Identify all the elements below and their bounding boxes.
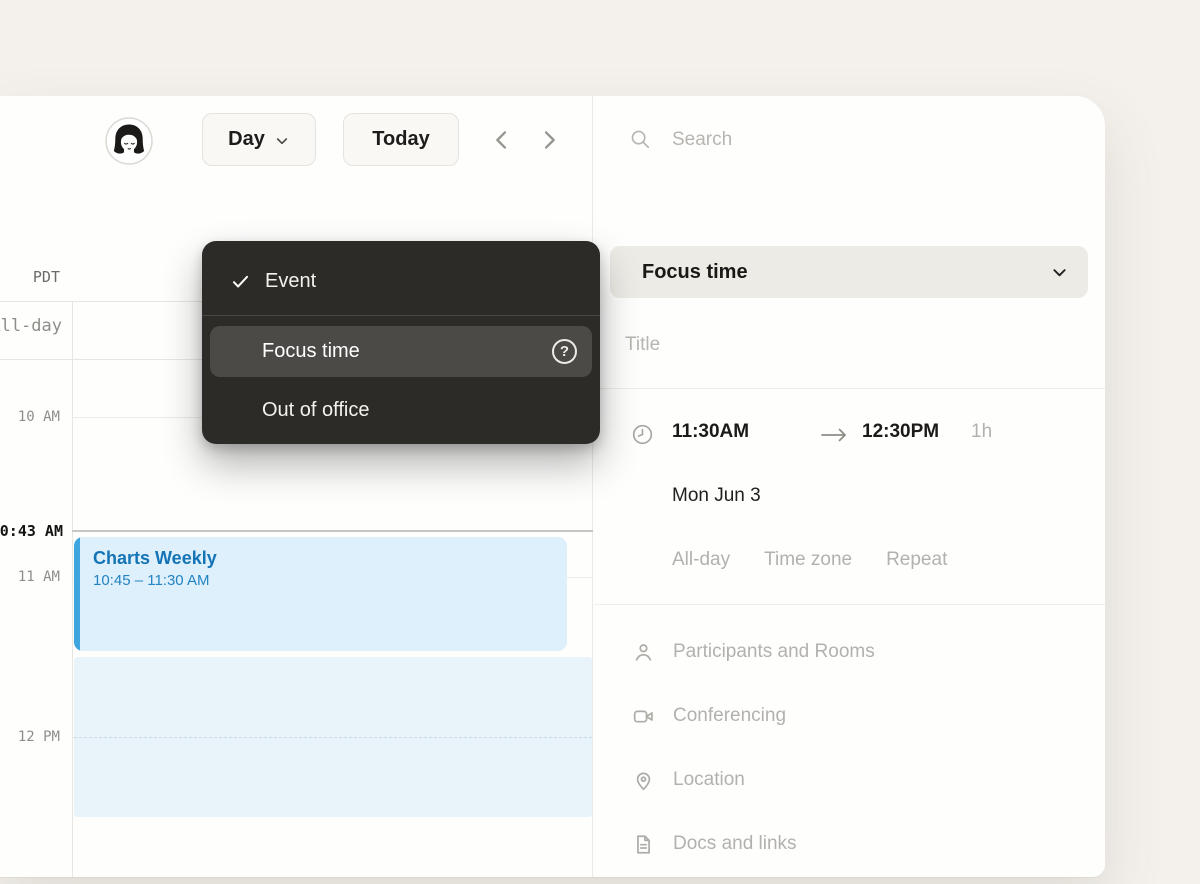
view-selector-button[interactable]: Day [202,113,316,166]
conferencing-label: Conferencing [673,705,787,726]
menu-item-out-of-office[interactable]: Out of office [210,385,592,436]
participants-row[interactable]: Participants and Rooms [594,637,1105,667]
help-glyph: ? [559,343,570,360]
event-charts-weekly[interactable]: Charts Weekly 10:45 – 11:30 AM [74,537,567,651]
document-icon [637,834,650,854]
chevron-left-icon[interactable] [488,126,516,154]
timezone-label: PDT [32,268,60,286]
all-day-label: All-day [0,316,62,336]
calendar-pane: Day Today PDT All-day 10 AM 11 AM 12 PM … [0,96,593,877]
new-event-selection[interactable] [74,657,592,817]
end-time-field[interactable]: 12:30PM [862,421,940,442]
hour-label-10am: 10 AM [17,409,60,425]
event-type-selector[interactable]: Focus time [610,246,1088,298]
menu-item-focus-time[interactable]: Focus time ? [210,326,592,377]
current-time-line [72,530,593,532]
repeat-option[interactable]: Repeat [886,549,948,570]
menu-item-out-of-office-label: Out of office [262,399,370,421]
chevron-down-icon [276,137,287,144]
event-title-input[interactable] [625,330,1055,360]
location-pin-icon [636,772,651,790]
menu-divider [202,315,600,316]
search-input[interactable] [672,124,1062,156]
avatar[interactable] [105,117,153,165]
date-field[interactable]: Mon Jun 3 [672,485,761,506]
hour-label-12pm: 12 PM [17,729,60,745]
check-icon [232,275,249,287]
section-divider [594,388,1105,389]
menu-item-event-label: Event [265,269,317,292]
docs-links-row[interactable]: Docs and links [594,829,1105,859]
docs-links-label: Docs and links [673,833,797,854]
avatar-illustration [105,117,153,165]
conferencing-row[interactable]: Conferencing [594,701,1105,731]
time-zone-option[interactable]: Time zone [764,549,853,570]
calendar-window: Day Today PDT All-day 10 AM 11 AM 12 PM … [0,96,1105,877]
hour-label-11am: 11 AM [17,569,60,585]
gutter-divider [72,301,73,877]
event-color-bar [74,537,80,651]
menu-item-focus-time-label: Focus time [262,340,360,362]
participants-label: Participants and Rooms [673,641,875,662]
arrow-right-icon [821,428,846,442]
time-options-row: All-day Time zone Repeat [672,549,947,571]
event-title: Charts Weekly [93,548,217,568]
event-time-range: 10:45 – 11:30 AM [93,572,210,589]
person-icon [635,643,652,661]
event-details-pane: Focus time 11:30AM 12:30PM 1h Mon Jun 3 … [594,96,1105,877]
help-icon[interactable]: ? [552,339,577,364]
chevron-right-icon[interactable] [535,126,563,154]
location-label: Location [673,769,745,790]
view-selector-label: Day [228,128,265,150]
today-button-label: Today [372,128,430,150]
noon-line-overlay [74,737,592,738]
clock-icon [632,424,653,445]
today-button[interactable]: Today [343,113,459,166]
menu-item-event[interactable]: Event [202,251,600,311]
duration-label: 1h [971,421,993,442]
location-row[interactable]: Location [594,765,1105,795]
section-divider [594,604,1105,605]
event-type-value: Focus time [642,261,748,283]
video-camera-icon [633,709,653,723]
current-time-label: 10:43 AM [0,522,63,540]
all-day-toggle[interactable]: All-day [672,549,731,570]
event-type-menu: Event Focus time ? Out of office [202,241,600,444]
chevron-down-icon [1053,269,1066,277]
search-icon [631,130,650,149]
start-time-field[interactable]: 11:30AM [672,421,750,442]
